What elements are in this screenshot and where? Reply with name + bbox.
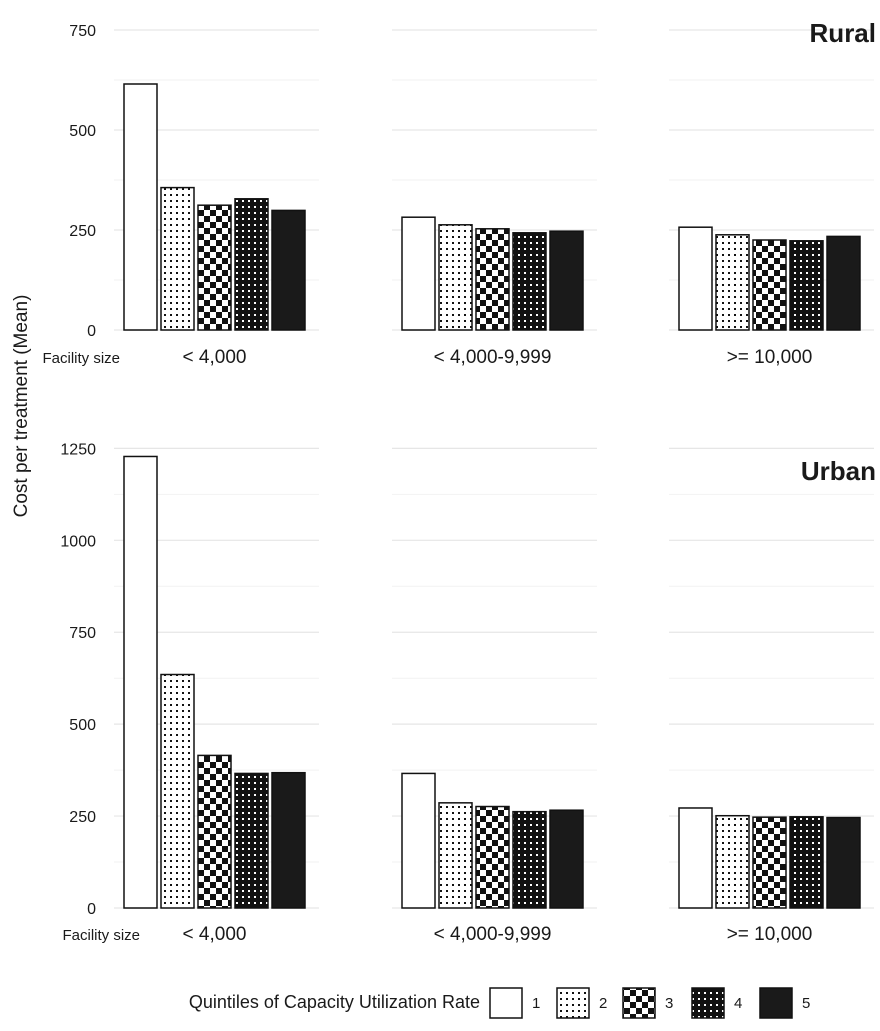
legend-label-5: 5 [802,995,810,1012]
legend-swatch-3 [622,987,656,1019]
bar-rural-q4-cat2 [512,232,547,331]
facility-size-label: Facility size [42,350,120,367]
y-tick-label: 750 [69,625,96,642]
bar-urban-q2-cat3 [715,814,750,909]
bar-rural-q1-cat2 [401,216,436,331]
y-tick-label: 0 [87,323,96,340]
legend-label-1: 1 [532,995,540,1012]
bar-rural-q5-cat3 [826,235,861,331]
bar-urban-q1-cat1 [123,455,158,909]
category-label: < 4,000-9,999 [434,347,552,368]
legend-label-3: 3 [665,995,673,1012]
category-label: < 4,000 [183,924,247,945]
bar-urban-q4-cat3 [789,816,824,909]
bar-rural-q1-cat1 [123,83,158,331]
bar-rural-q2-cat2 [438,224,473,331]
legend-swatch-5 [759,987,793,1019]
category-label: >= 10,000 [727,924,813,945]
bar-rural-q5-cat1 [271,209,306,331]
bar-urban-q3-cat1 [197,754,232,909]
y-tick-label: 500 [69,717,96,734]
bar-urban-q4-cat2 [512,810,547,909]
bar-rural-q3-cat3 [752,239,787,331]
bar-urban-q4-cat1 [234,772,269,909]
y-tick-label: 750 [69,23,96,40]
bar-rural-q4-cat3 [789,240,824,331]
bar-urban-q1-cat2 [401,772,436,909]
y-tick-label: 0 [87,901,96,918]
legend-label-2: 2 [599,995,607,1012]
legend-title: Quintiles of Capacity Utilization Rate [189,992,480,1012]
legend-swatch-2 [556,987,590,1019]
bar-rural-q4-cat1 [234,198,269,331]
bar-rural-q2-cat1 [160,186,195,331]
bar-urban-q5-cat3 [826,816,861,909]
bar-rural-q3-cat1 [197,204,232,331]
bar-urban-q2-cat2 [438,802,473,909]
legend-swatch-4 [691,987,725,1019]
bar-urban-q5-cat2 [549,809,584,909]
facility-size-label: Facility size [62,927,140,944]
legend-label-4: 4 [734,995,742,1012]
bar-rural-q2-cat3 [715,234,750,331]
y-tick-label: 1000 [60,533,96,550]
category-label: >= 10,000 [727,347,813,368]
y-tick-label: 500 [69,123,96,140]
category-label: < 4,000 [183,347,247,368]
legend-swatch-1 [489,987,523,1019]
bar-rural-q5-cat2 [549,230,584,331]
panel-title: Rural [810,18,876,48]
bar-rural-q1-cat3 [678,226,713,331]
panel-title: Urban [801,456,876,486]
bar-urban-q3-cat3 [752,816,787,909]
y-tick-label: 1250 [60,441,96,458]
bar-rural-q3-cat2 [475,228,510,331]
y-tick-label: 250 [69,223,96,240]
category-label: < 4,000-9,999 [434,924,552,945]
bar-urban-q5-cat1 [271,771,306,909]
y-tick-label: 250 [69,809,96,826]
y-axis-label: Cost per treatment (Mean) [11,295,32,518]
bar-urban-q1-cat3 [678,807,713,909]
bar-urban-q2-cat1 [160,673,195,909]
bar-urban-q3-cat2 [475,805,510,909]
